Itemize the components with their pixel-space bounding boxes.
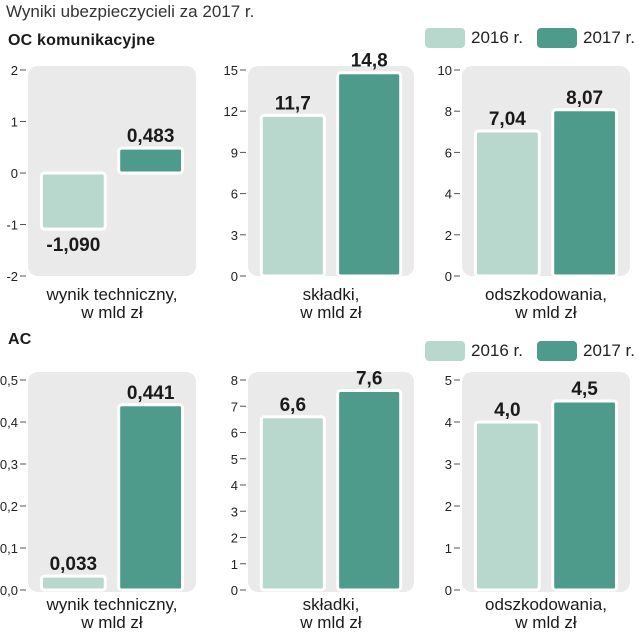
y-tick-label: 2	[445, 499, 452, 514]
y-tick-label: 0	[11, 166, 18, 181]
plot-background	[462, 372, 630, 592]
y-tick-label: 15	[224, 63, 238, 78]
y-tick-label: 0,0	[0, 583, 18, 598]
bar-2017	[336, 389, 403, 592]
bar-2017	[551, 399, 619, 592]
y-tick-label: 0	[445, 269, 452, 284]
bar-value-label: 14,8	[351, 51, 388, 72]
section-title-oc: OC komunikacyjne	[8, 32, 156, 49]
y-tick-label: 8	[231, 373, 238, 388]
y-tick-label: 2	[445, 228, 452, 243]
y-tick-label: -2	[6, 269, 18, 284]
legend-label-2016: 2016 r.	[471, 28, 523, 47]
legend-oc: 2016 r. 2017 r.	[425, 28, 635, 48]
section-title-ac: AC	[8, 331, 32, 348]
bar-2016	[473, 129, 541, 278]
y-tick-label: 5	[445, 373, 452, 388]
y-tick-label: 0,4	[0, 415, 18, 430]
y-tick-label: 1	[445, 541, 452, 556]
y-tick-label: 6	[445, 145, 452, 160]
y-tick-label: 1	[231, 557, 238, 572]
bar-2016	[473, 420, 541, 592]
y-tick-label: 10	[438, 63, 452, 78]
x-axis-label: odszkodowania, w mld zł	[485, 595, 607, 632]
legend-swatch-2017	[537, 28, 577, 48]
y-tick-label: 4	[445, 187, 452, 202]
bar-value-label: 4,5	[571, 379, 598, 400]
chart-title: Wyniki ubezpieczycieli za 2017 r.	[6, 2, 255, 21]
y-tick-label: 0	[231, 269, 238, 284]
y-tick-label: -1	[6, 218, 18, 233]
plot-background	[462, 66, 630, 276]
y-tick-label: 0,5	[0, 373, 18, 388]
legend-swatch-2017	[537, 341, 577, 361]
y-tick-label: 12	[224, 104, 238, 119]
y-tick-label: 0,1	[0, 541, 18, 556]
y-tick-label: 8	[445, 104, 452, 119]
bar-value-label: 6,6	[280, 395, 306, 416]
y-tick-label: 0	[445, 583, 452, 598]
bar-2017	[336, 71, 403, 278]
y-tick-label: 3	[231, 228, 238, 243]
bar-2016	[259, 415, 326, 592]
y-tick-label: 0	[231, 583, 238, 598]
plot-background	[28, 66, 196, 276]
x-axis-label: wynik techniczny, w mld zł	[46, 285, 178, 322]
x-axis-label: składki, w mld zł	[300, 285, 362, 322]
legend-label-2017: 2017 r.	[583, 28, 635, 47]
y-tick-label: 2	[11, 63, 18, 78]
legend-label-2016: 2016 r.	[471, 341, 523, 360]
legend-ac: 2016 r. 2017 r.	[425, 341, 635, 361]
y-tick-label: 2	[231, 531, 238, 546]
y-tick-label: 5	[231, 452, 238, 467]
bar-2016	[39, 171, 107, 231]
bar-2016	[39, 574, 107, 592]
y-tick-label: 6	[231, 187, 238, 202]
plot-background	[248, 66, 414, 276]
bar-2017	[117, 403, 185, 592]
bar-value-label: 7,6	[356, 369, 382, 390]
y-tick-label: 3	[231, 504, 238, 519]
bar-value-label: 0,483	[127, 126, 175, 147]
y-tick-label: 1	[11, 115, 18, 130]
y-tick-label: 4	[445, 415, 452, 430]
plot-background	[248, 372, 414, 592]
bar-value-label: 4,0	[494, 400, 520, 421]
bar-value-label: 0,441	[127, 383, 175, 404]
x-axis-label: składki, w mld zł	[300, 595, 362, 632]
x-axis-label: wynik techniczny, w mld zł	[46, 595, 178, 632]
y-tick-label: 9	[231, 145, 238, 160]
bar-value-label: 0,033	[50, 554, 98, 575]
bar-value-label: 8,07	[566, 88, 603, 109]
bar-2016	[259, 113, 326, 278]
y-tick-label: 0,2	[0, 499, 18, 514]
bar-value-label: -1,090	[46, 235, 100, 256]
legend-swatch-2016	[425, 341, 465, 361]
bar-2017	[117, 146, 185, 175]
bar-value-label: 11,7	[275, 93, 311, 114]
plot-background	[28, 372, 196, 592]
legend-label-2017: 2017 r.	[583, 341, 635, 360]
legend-swatch-2016	[425, 28, 465, 48]
y-tick-label: 7	[231, 399, 238, 414]
y-tick-label: 3	[445, 457, 452, 472]
bar-value-label: 7,04	[489, 109, 526, 130]
bar-2017	[551, 108, 619, 278]
x-axis-label: odszkodowania, w mld zł	[485, 285, 607, 322]
y-tick-label: 4	[231, 478, 238, 493]
y-tick-label: 0,3	[0, 457, 18, 472]
y-tick-label: 6	[231, 426, 238, 441]
